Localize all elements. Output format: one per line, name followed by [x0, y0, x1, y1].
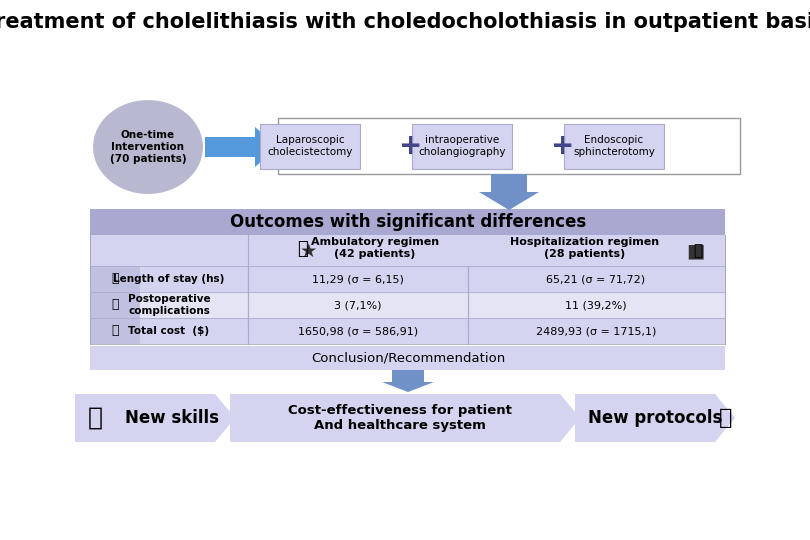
Text: 🧠: 🧠 — [87, 406, 103, 430]
Text: +: + — [399, 132, 423, 160]
Text: 1650,98 (σ = 586,91): 1650,98 (σ = 586,91) — [298, 326, 418, 336]
FancyBboxPatch shape — [90, 292, 725, 318]
Text: 65,21 (σ = 71,72): 65,21 (σ = 71,72) — [547, 274, 646, 284]
Text: 11 (39,2%): 11 (39,2%) — [565, 300, 627, 310]
FancyBboxPatch shape — [90, 266, 725, 292]
Text: New skills: New skills — [125, 409, 219, 427]
Text: Treatment of cholelithiasis with choledocholothiasis in outpatient basis: Treatment of cholelithiasis with choledo… — [0, 12, 810, 32]
Polygon shape — [479, 174, 539, 210]
Text: 3 (7,1%): 3 (7,1%) — [335, 300, 382, 310]
Text: New protocols: New protocols — [588, 409, 723, 427]
FancyBboxPatch shape — [260, 124, 360, 169]
Text: One-time
Intervention
(70 patients): One-time Intervention (70 patients) — [109, 130, 186, 164]
Text: ⏰: ⏰ — [111, 273, 119, 286]
Text: Total cost  ($): Total cost ($) — [129, 326, 210, 336]
Text: 📋: 📋 — [719, 408, 733, 428]
Text: +: + — [552, 132, 574, 160]
FancyBboxPatch shape — [278, 118, 740, 174]
FancyBboxPatch shape — [90, 292, 140, 318]
FancyBboxPatch shape — [90, 235, 725, 266]
Text: Length of stay (hs): Length of stay (hs) — [113, 274, 224, 284]
Text: ■: ■ — [686, 241, 704, 260]
FancyBboxPatch shape — [564, 124, 664, 169]
Text: 🚶: 🚶 — [296, 240, 307, 258]
Text: 💰: 💰 — [111, 325, 119, 338]
Text: intraoperative
cholangiography: intraoperative cholangiography — [418, 135, 505, 157]
FancyBboxPatch shape — [90, 209, 725, 235]
Text: Cost-effectiveness for patient
And healthcare system: Cost-effectiveness for patient And healt… — [288, 404, 512, 432]
FancyBboxPatch shape — [90, 346, 725, 370]
Text: 💉: 💉 — [111, 299, 119, 312]
Text: Outcomes with significant differences: Outcomes with significant differences — [230, 213, 586, 231]
Text: Hospitalization regimen
(28 patients): Hospitalization regimen (28 patients) — [510, 237, 659, 259]
Polygon shape — [230, 394, 580, 442]
Text: ★: ★ — [299, 241, 317, 260]
FancyBboxPatch shape — [90, 266, 140, 292]
Text: 🛏: 🛏 — [693, 244, 702, 259]
FancyBboxPatch shape — [90, 318, 140, 344]
Polygon shape — [205, 127, 278, 167]
Text: Conclusion/Recommendation: Conclusion/Recommendation — [311, 352, 505, 365]
Ellipse shape — [92, 99, 204, 195]
Polygon shape — [382, 370, 434, 392]
Polygon shape — [575, 394, 735, 442]
FancyBboxPatch shape — [412, 124, 512, 169]
Text: 11,29 (σ = 6,15): 11,29 (σ = 6,15) — [312, 274, 404, 284]
Text: Postoperative
complications: Postoperative complications — [128, 294, 211, 316]
Text: Laparoscopic
cholecistectomy: Laparoscopic cholecistectomy — [267, 135, 352, 157]
Text: Endoscopic
sphincterotomy: Endoscopic sphincterotomy — [573, 135, 655, 157]
Polygon shape — [75, 394, 235, 442]
Text: Ambulatory regimen
(42 patients): Ambulatory regimen (42 patients) — [311, 237, 439, 259]
FancyBboxPatch shape — [90, 318, 725, 344]
Text: 2489,93 (σ = 1715,1): 2489,93 (σ = 1715,1) — [535, 326, 656, 336]
